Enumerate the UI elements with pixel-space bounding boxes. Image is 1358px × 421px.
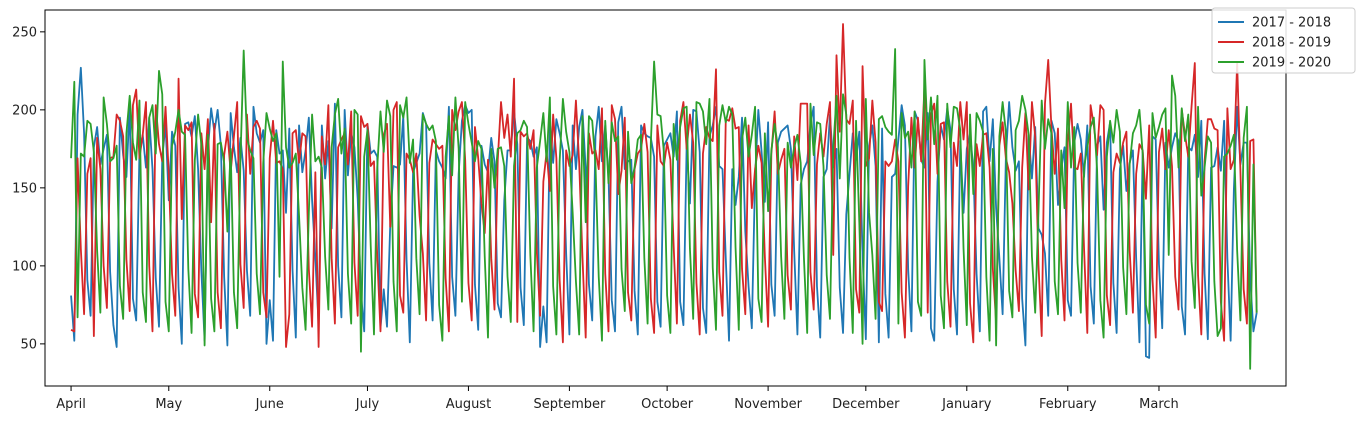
- legend-label: 2019 - 2020: [1252, 56, 1331, 71]
- x-tick-label: June: [255, 397, 284, 412]
- plot-frame: [44, 9, 1287, 387]
- x-tick-label: July: [355, 397, 380, 412]
- series-lines: [70, 23, 1258, 370]
- legend: 2017 - 2018 2018 - 2019 2019 - 2020: [1211, 7, 1356, 74]
- x-tick-label: October: [641, 397, 694, 412]
- series-line-3: [70, 48, 1258, 370]
- y-tick-label: 200: [12, 103, 37, 118]
- legend-label: 2017 - 2018: [1252, 16, 1331, 31]
- x-tick-label: January: [941, 397, 992, 412]
- y-tick-label: 50: [20, 337, 37, 352]
- x-tick-label: May: [155, 397, 182, 412]
- legend-label: 2018 - 2019: [1252, 36, 1331, 51]
- y-tick-label: 150: [12, 181, 37, 196]
- x-tick-label: December: [832, 397, 900, 412]
- legend-box: [1211, 7, 1356, 74]
- y-tick-label: 250: [12, 25, 37, 40]
- y-axis: 50 100 150 200 250: [12, 25, 45, 352]
- x-tick-label: September: [533, 397, 606, 412]
- x-axis: April May June July August September October No…: [56, 386, 1179, 412]
- x-tick-label: August: [446, 397, 492, 412]
- x-tick-label: April: [56, 397, 86, 412]
- x-tick-label: March: [1139, 397, 1179, 412]
- x-tick-label: November: [734, 397, 802, 412]
- x-tick-label: February: [1039, 397, 1097, 412]
- y-tick-label: 100: [12, 259, 37, 274]
